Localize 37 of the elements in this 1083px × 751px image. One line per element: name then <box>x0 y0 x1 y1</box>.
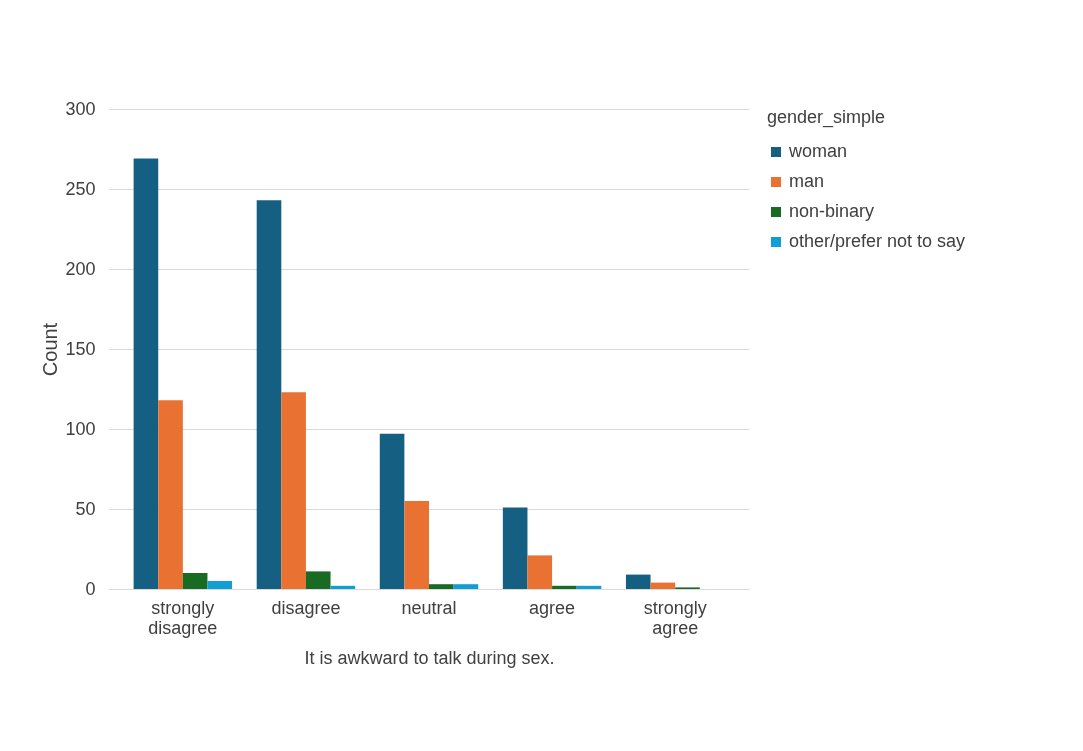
y-tick-label: 150 <box>65 338 96 359</box>
y-tick-label: 200 <box>65 258 96 279</box>
x-tick-label: agree <box>529 597 576 618</box>
bar <box>650 582 676 589</box>
legend-label: man <box>789 171 825 191</box>
bar <box>207 581 233 589</box>
x-tick-label: strongly disagree <box>148 597 218 638</box>
y-tick-label: 100 <box>65 418 96 439</box>
bar <box>305 571 331 589</box>
bar <box>133 158 159 589</box>
y-tick-label: 50 <box>75 498 96 519</box>
bar <box>429 584 454 589</box>
x-tick-label: neutral <box>401 597 457 618</box>
bar <box>552 585 577 589</box>
legend-label: other/prefer not to say <box>789 231 966 251</box>
bar <box>182 573 208 589</box>
bar <box>527 555 553 589</box>
bar <box>625 574 651 589</box>
bar <box>330 585 356 589</box>
y-tick-label: 300 <box>65 98 96 119</box>
y-tick-label: 250 <box>65 178 96 199</box>
bar <box>404 501 429 589</box>
legend-title: gender_simple <box>767 107 886 128</box>
y-axis-title: Count <box>39 322 62 377</box>
bar <box>453 584 479 589</box>
legend-label: woman <box>788 141 848 161</box>
bar <box>158 400 183 589</box>
x-tick-label: strongly agree <box>643 597 707 638</box>
bar <box>379 433 405 589</box>
bar <box>256 200 282 589</box>
legend-label: non-binary <box>789 201 875 221</box>
x-tick-label: disagree <box>271 597 341 618</box>
y-tick-label: 0 <box>85 578 96 599</box>
bar <box>576 585 602 589</box>
bar <box>502 507 528 589</box>
bar <box>281 392 306 589</box>
x-axis-title: It is awkward to talk during sex. <box>304 647 555 668</box>
